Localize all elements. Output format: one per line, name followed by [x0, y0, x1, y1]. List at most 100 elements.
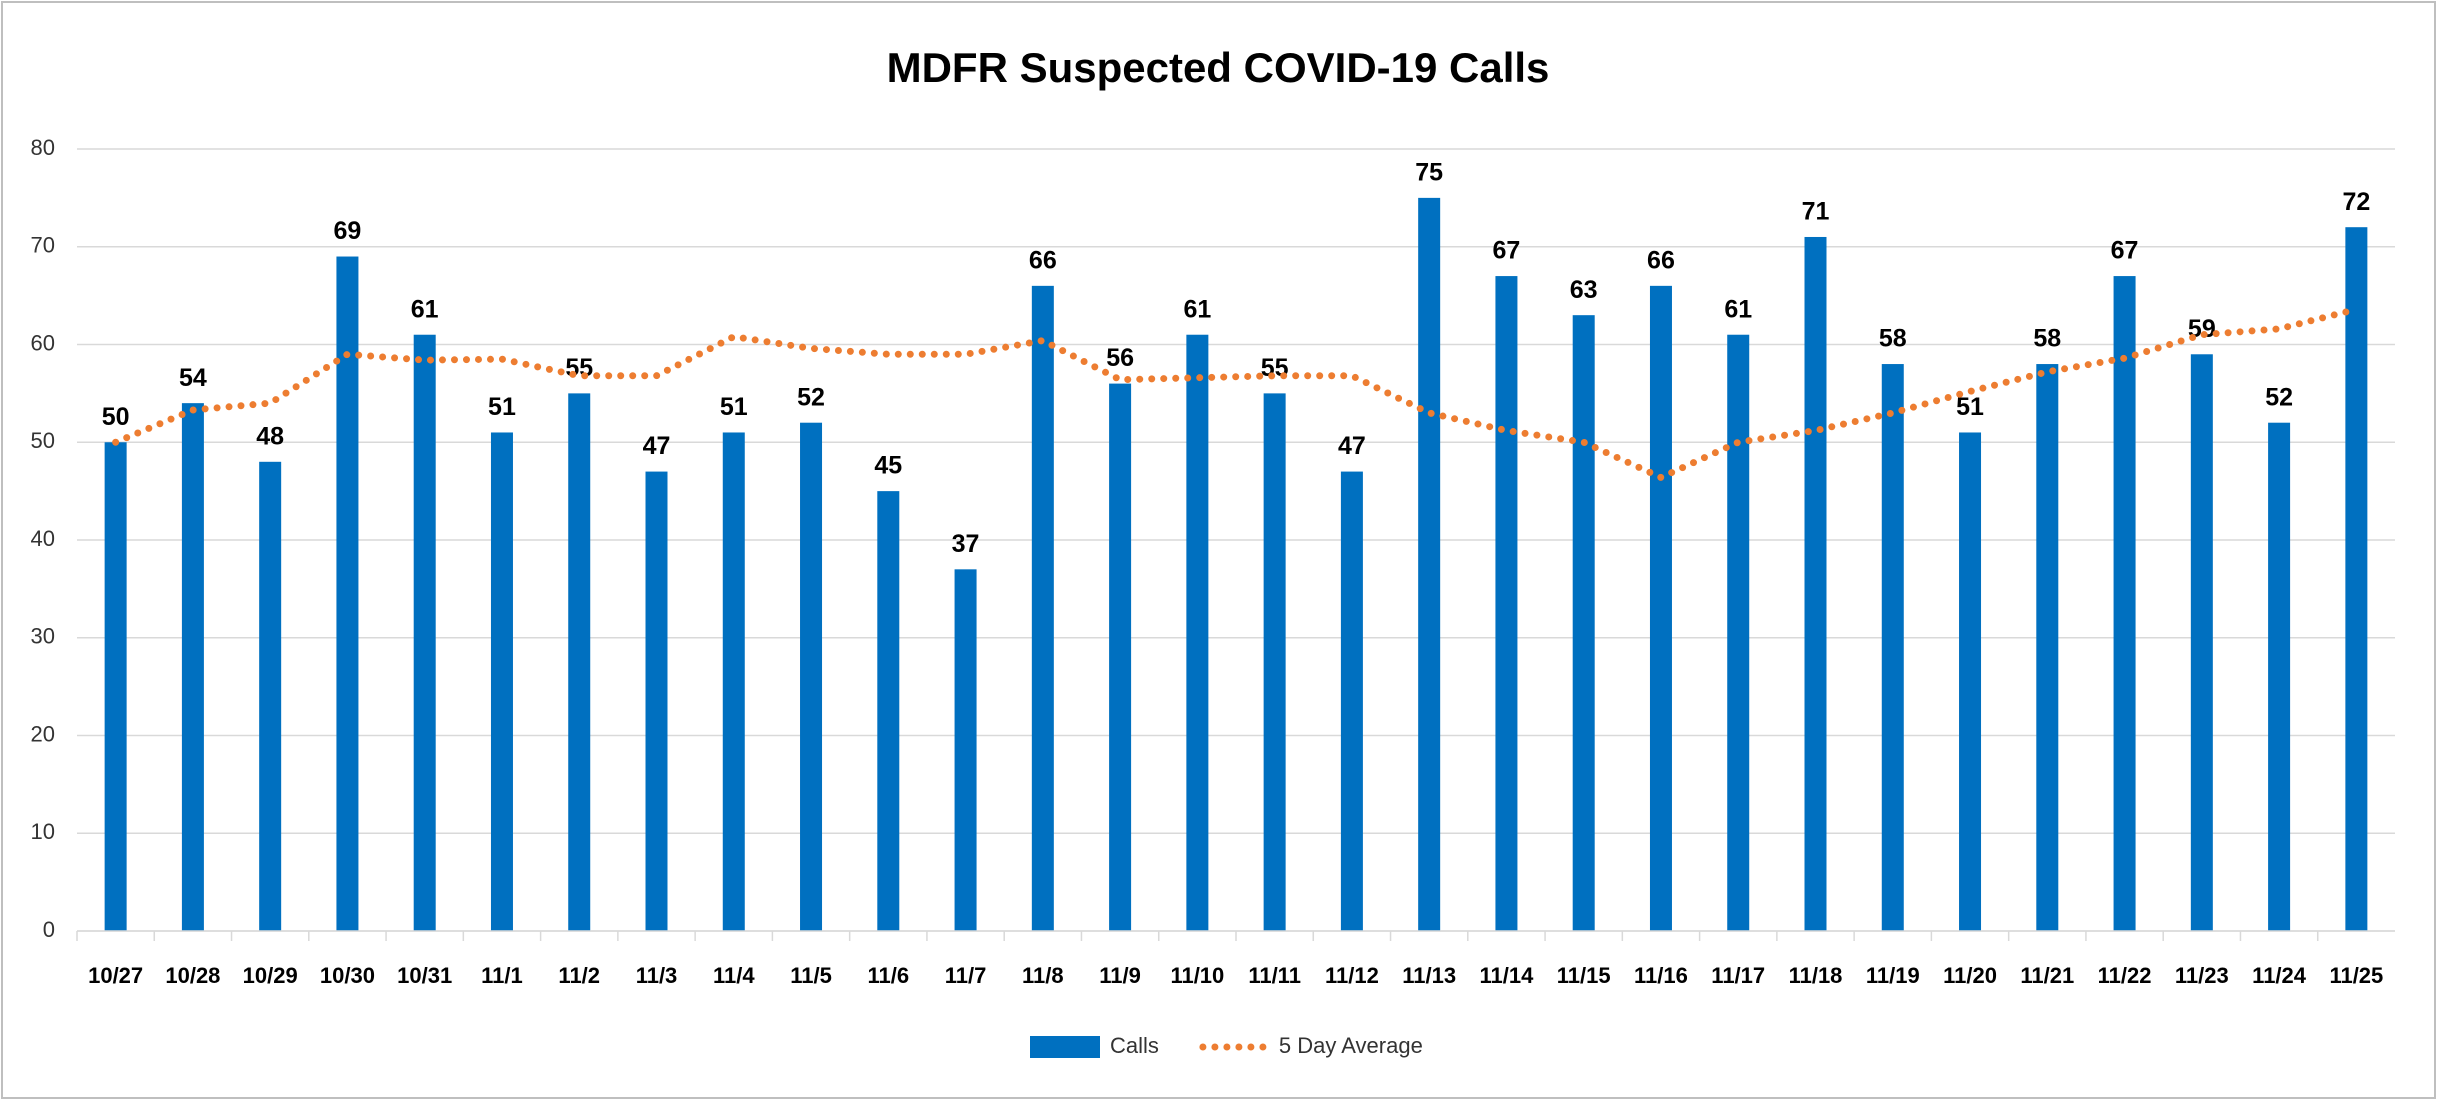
bar — [1263, 393, 1286, 931]
y-tick-label: 80 — [31, 135, 55, 160]
y-tick-label: 60 — [31, 330, 55, 355]
bar — [490, 432, 513, 931]
bar — [1959, 432, 1982, 931]
legend-swatch — [1030, 1036, 1100, 1058]
x-tick-label: 10/31 — [397, 963, 452, 988]
data-label: 37 — [952, 530, 980, 558]
bar — [800, 422, 823, 931]
bar — [2113, 276, 2136, 931]
x-tick-label: 11/5 — [790, 963, 832, 988]
x-tick-label: 10/30 — [320, 963, 375, 988]
y-tick-label: 20 — [31, 721, 55, 746]
average-line — [112, 305, 2360, 482]
bar — [104, 442, 127, 931]
legend-label: 5 Day Average — [1279, 1033, 1423, 1058]
y-tick-label: 10 — [31, 819, 55, 844]
data-label: 61 — [411, 295, 439, 323]
data-label: 67 — [2111, 237, 2139, 265]
data-label: 48 — [256, 422, 284, 450]
bar — [1340, 471, 1363, 931]
bar — [1186, 334, 1209, 932]
x-tick-label: 11/24 — [2252, 963, 2307, 988]
bar — [259, 461, 282, 931]
data-label: 67 — [1493, 237, 1521, 265]
bar — [1881, 364, 1904, 931]
x-tick-label: 11/12 — [1325, 963, 1379, 988]
x-tick-label: 11/13 — [1402, 963, 1456, 988]
data-label: 51 — [720, 393, 748, 421]
data-label: 69 — [334, 217, 362, 245]
data-label: 51 — [1956, 393, 1984, 421]
bar — [954, 569, 977, 931]
bar — [568, 393, 591, 931]
data-label: 66 — [1647, 246, 1675, 274]
bar — [1804, 236, 1827, 932]
x-tick-label: 11/4 — [713, 963, 755, 988]
x-tick-label: 11/20 — [1943, 963, 1997, 988]
bar — [2268, 422, 2291, 931]
data-label: 66 — [1029, 246, 1057, 274]
x-tick-label: 11/2 — [558, 963, 600, 988]
data-label: 61 — [1183, 295, 1211, 323]
data-label: 55 — [565, 354, 593, 382]
bar — [336, 256, 359, 931]
bar — [413, 334, 436, 932]
bar — [877, 491, 900, 931]
bar — [1727, 334, 1750, 932]
y-tick-label: 0 — [43, 917, 55, 942]
x-tick-label: 11/16 — [1634, 963, 1688, 988]
x-tick-label: 11/25 — [2329, 963, 2383, 988]
x-tick-label: 10/28 — [165, 963, 220, 988]
bar — [1031, 285, 1054, 932]
x-tick-label: 11/14 — [1480, 963, 1535, 988]
data-label: 47 — [1338, 432, 1366, 460]
bar — [1418, 197, 1441, 931]
data-label: 63 — [1570, 276, 1598, 304]
data-label: 58 — [2033, 325, 2061, 353]
x-tick-label: 11/6 — [867, 963, 909, 988]
x-tick-label: 11/21 — [2020, 963, 2074, 988]
legend-label: Calls — [1110, 1033, 1159, 1058]
x-tick-label: 11/10 — [1170, 963, 1224, 988]
x-tick-label: 11/19 — [1866, 963, 1920, 988]
y-tick-label: 30 — [31, 624, 55, 649]
x-tick-label: 11/23 — [2175, 963, 2229, 988]
data-label: 72 — [2342, 188, 2370, 216]
data-label: 54 — [179, 364, 207, 392]
bar — [2345, 227, 2368, 931]
y-tick-label: 50 — [31, 428, 55, 453]
bar — [1109, 383, 1132, 932]
x-tick-label: 10/27 — [88, 963, 143, 988]
x-tick-label: 11/8 — [1022, 963, 1064, 988]
data-label: 75 — [1415, 158, 1443, 186]
bar — [1649, 285, 1672, 932]
x-tick-label: 11/3 — [636, 963, 678, 988]
data-label: 52 — [2265, 383, 2293, 411]
x-tick-label: 11/15 — [1557, 963, 1611, 988]
bar — [1572, 315, 1595, 931]
data-label: 56 — [1106, 344, 1134, 372]
x-tick-label: 11/17 — [1711, 963, 1765, 988]
data-label: 47 — [643, 432, 671, 460]
x-tick-label: 11/11 — [1248, 963, 1301, 988]
data-label: 50 — [102, 403, 130, 431]
y-tick-label: 40 — [31, 526, 55, 551]
x-tick-label: 10/29 — [243, 963, 298, 988]
data-label: 58 — [1879, 325, 1907, 353]
x-tick-label: 11/9 — [1099, 963, 1141, 988]
bar — [722, 432, 745, 931]
data-label: 52 — [797, 383, 825, 411]
x-tick-label: 11/22 — [2098, 963, 2152, 988]
x-tick-label: 11/18 — [1789, 963, 1843, 988]
bar — [645, 471, 668, 931]
bar — [2036, 364, 2059, 931]
y-tick-label: 70 — [31, 233, 55, 258]
bar — [181, 403, 204, 931]
x-tick-label: 11/7 — [945, 963, 987, 988]
chart-title: MDFR Suspected COVID-19 Calls — [887, 44, 1550, 91]
bar — [2190, 354, 2213, 931]
data-label: 61 — [1724, 295, 1752, 323]
data-label: 51 — [488, 393, 516, 421]
